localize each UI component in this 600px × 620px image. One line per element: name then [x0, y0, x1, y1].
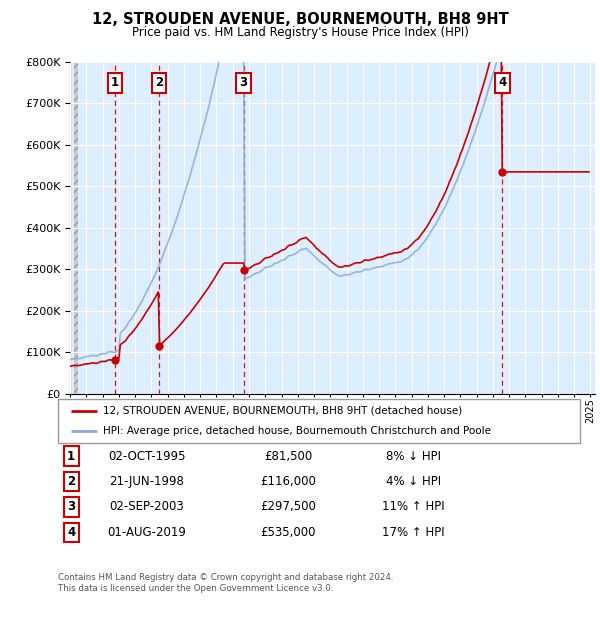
- Text: £81,500: £81,500: [264, 450, 312, 463]
- Text: 17% ↑ HPI: 17% ↑ HPI: [382, 526, 445, 539]
- Text: 3: 3: [67, 500, 76, 513]
- FancyBboxPatch shape: [58, 399, 580, 443]
- Text: 02-OCT-1995: 02-OCT-1995: [108, 450, 185, 463]
- Text: 12, STROUDEN AVENUE, BOURNEMOUTH, BH8 9HT (detached house): 12, STROUDEN AVENUE, BOURNEMOUTH, BH8 9H…: [103, 405, 462, 416]
- Text: 02-SEP-2003: 02-SEP-2003: [110, 500, 184, 513]
- Text: Contains HM Land Registry data © Crown copyright and database right 2024.
This d: Contains HM Land Registry data © Crown c…: [58, 574, 394, 593]
- Bar: [74, 62, 79, 394]
- Text: 2: 2: [67, 475, 76, 488]
- Text: 3: 3: [239, 76, 248, 89]
- Text: 4: 4: [67, 526, 76, 539]
- Text: 12, STROUDEN AVENUE, BOURNEMOUTH, BH8 9HT: 12, STROUDEN AVENUE, BOURNEMOUTH, BH8 9H…: [92, 12, 508, 27]
- Text: 11% ↑ HPI: 11% ↑ HPI: [382, 500, 445, 513]
- Text: Price paid vs. HM Land Registry's House Price Index (HPI): Price paid vs. HM Land Registry's House …: [131, 26, 469, 39]
- Text: 01-AUG-2019: 01-AUG-2019: [107, 526, 187, 539]
- Text: 8% ↓ HPI: 8% ↓ HPI: [386, 450, 440, 463]
- Text: 4: 4: [498, 76, 506, 89]
- Text: £116,000: £116,000: [260, 475, 316, 488]
- Text: 4% ↓ HPI: 4% ↓ HPI: [386, 475, 441, 488]
- Text: 1: 1: [67, 450, 76, 463]
- Text: £297,500: £297,500: [260, 500, 316, 513]
- Text: 21-JUN-1998: 21-JUN-1998: [110, 475, 184, 488]
- Text: HPI: Average price, detached house, Bournemouth Christchurch and Poole: HPI: Average price, detached house, Bour…: [103, 426, 491, 436]
- Text: 2: 2: [155, 76, 163, 89]
- Text: £535,000: £535,000: [260, 526, 316, 539]
- Text: 1: 1: [111, 76, 119, 89]
